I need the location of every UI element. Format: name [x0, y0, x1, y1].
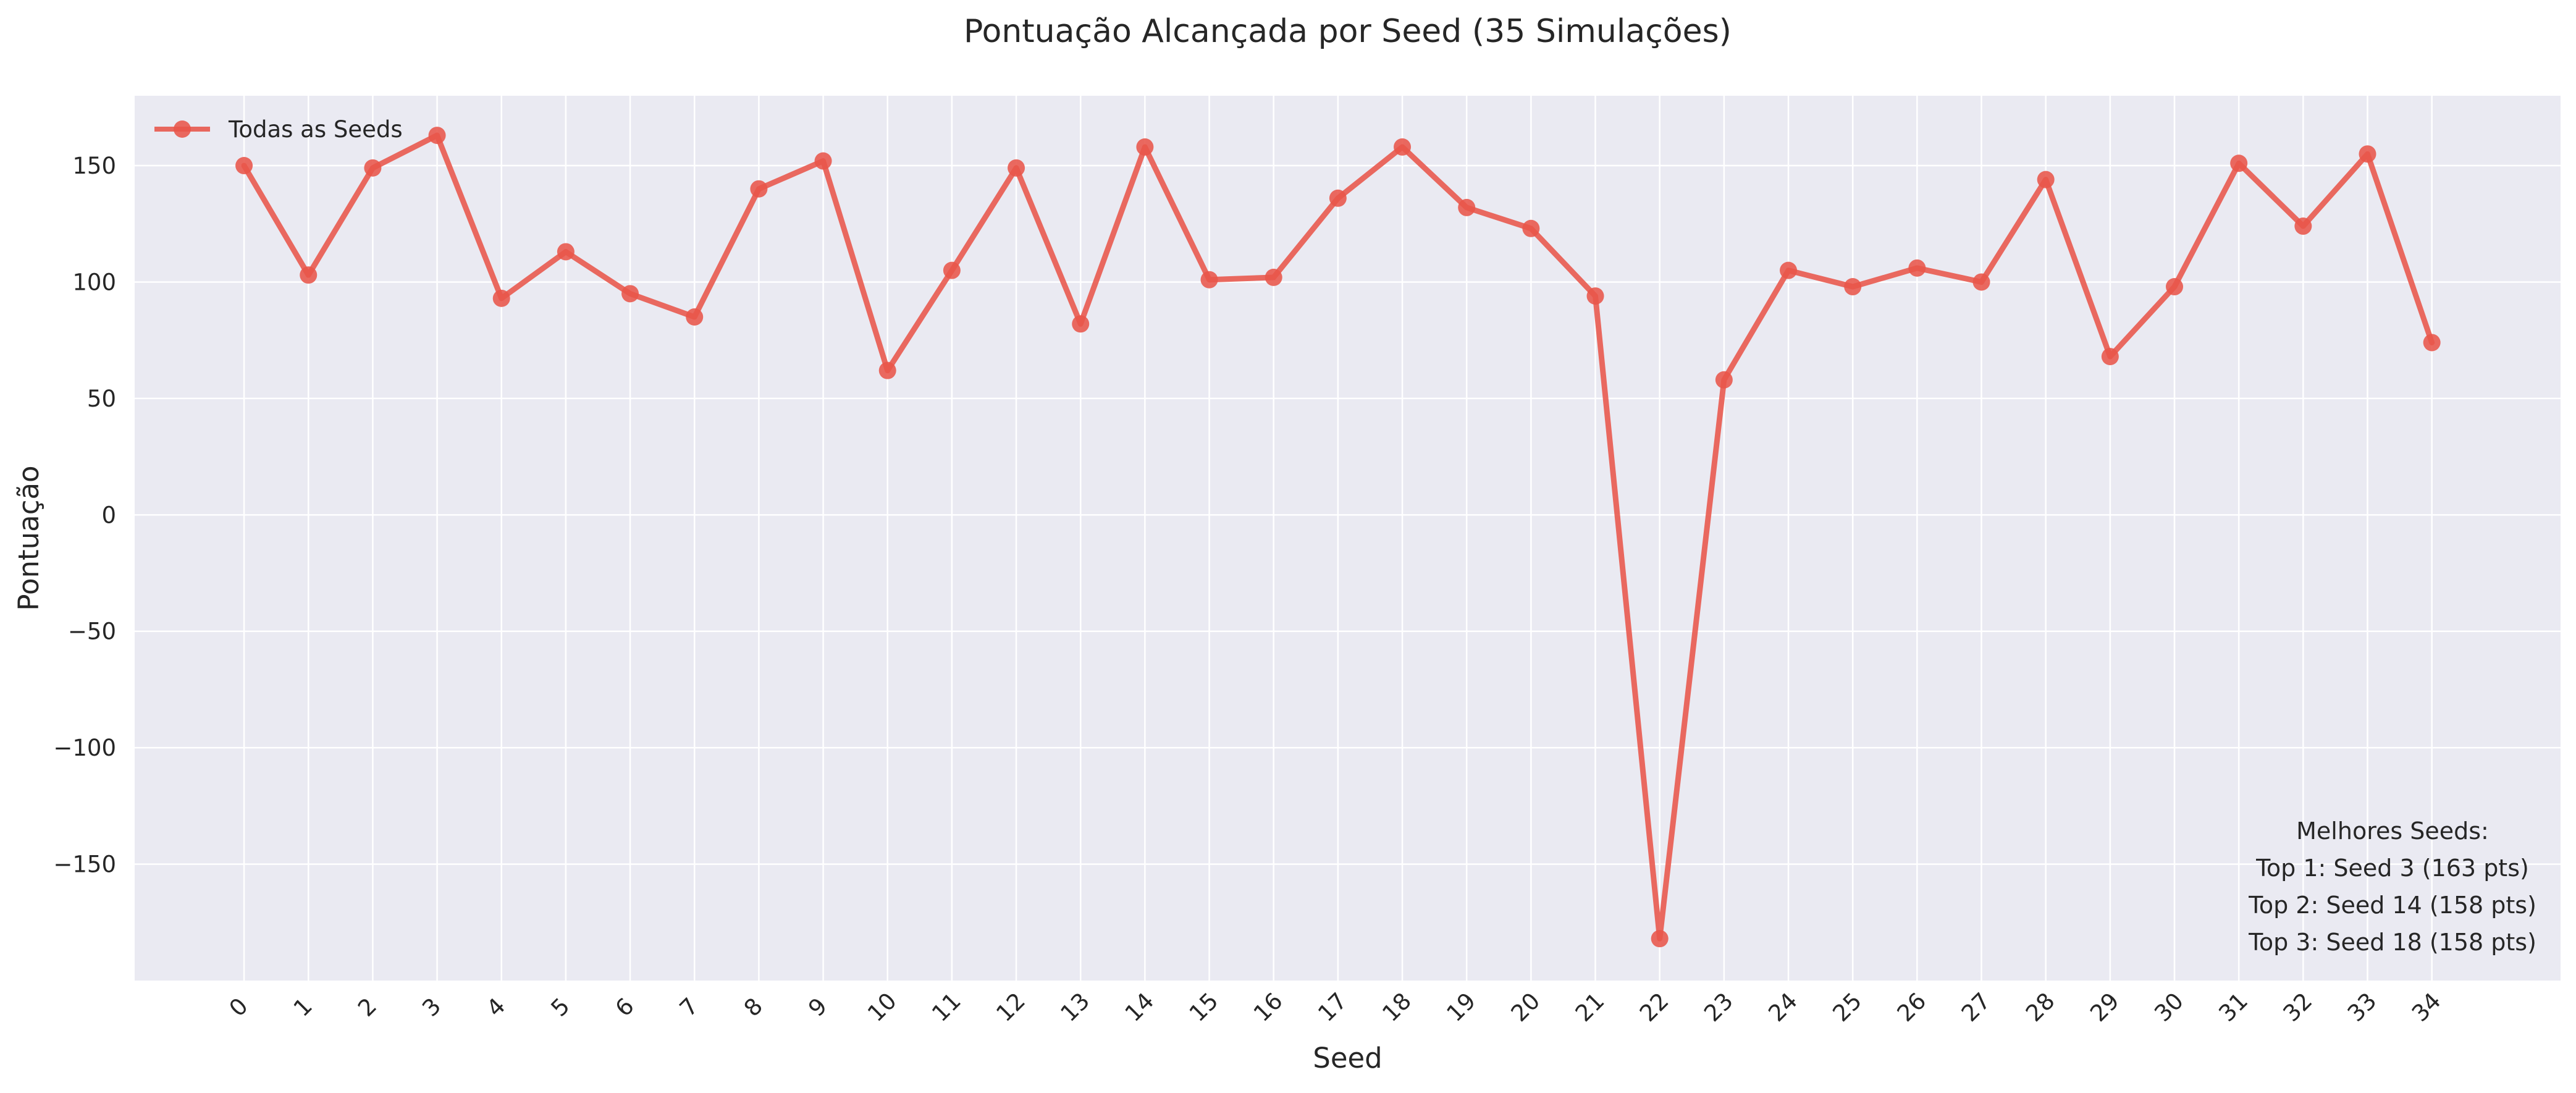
data-point	[1458, 198, 1476, 216]
data-point	[1394, 138, 1412, 156]
data-point	[1908, 259, 1926, 277]
data-point	[2294, 217, 2312, 235]
data-point	[1844, 278, 1862, 296]
data-point	[1200, 271, 1218, 289]
data-point	[2230, 154, 2248, 172]
data-point	[557, 243, 575, 261]
annotation-line-4: Top 3: Seed 18 (158 pts)	[2248, 929, 2536, 956]
data-point	[1586, 287, 1604, 305]
data-point	[1265, 268, 1282, 286]
best-seeds-annotation: Melhores Seeds: Top 1: Seed 3 (163 pts) …	[2248, 817, 2536, 956]
data-point	[878, 361, 896, 379]
data-point	[750, 180, 768, 198]
y-axis-label: Pontuação	[12, 465, 45, 610]
data-point	[1072, 315, 1090, 333]
x-axis-label: Seed	[1313, 1042, 1383, 1074]
data-point	[686, 308, 704, 326]
y-tick-label: 100	[72, 269, 116, 295]
y-axis-ticks: 150 100 50 0 −50 −100 −150	[53, 153, 116, 878]
data-point	[235, 157, 253, 175]
data-point	[1329, 189, 1347, 207]
plot-area	[135, 96, 2561, 981]
data-point	[1136, 138, 1154, 156]
data-point	[1780, 261, 1798, 279]
data-point	[492, 289, 510, 307]
annotation-line-1: Melhores Seeds:	[2296, 817, 2489, 845]
legend-point-marker	[174, 120, 191, 138]
data-point	[428, 127, 446, 145]
data-point	[1522, 219, 1540, 237]
data-point	[814, 152, 832, 170]
y-tick-label: −50	[68, 618, 116, 645]
y-tick-label: −100	[53, 735, 116, 761]
data-point	[1972, 273, 1990, 291]
legend-entry-label: Todas as Seeds	[228, 116, 403, 143]
data-point	[1008, 159, 1025, 177]
annotation-line-3: Top 2: Seed 14 (158 pts)	[2248, 892, 2536, 919]
grid-lines	[135, 96, 2561, 981]
data-point	[621, 285, 639, 303]
data-point	[943, 261, 961, 279]
y-tick-label: −150	[53, 851, 116, 878]
data-point	[2037, 171, 2055, 188]
data-point	[300, 266, 318, 284]
y-tick-label: 0	[101, 502, 116, 528]
data-point	[1651, 930, 1669, 948]
annotation-line-2: Top 1: Seed 3 (163 pts)	[2255, 855, 2529, 882]
y-tick-label: 150	[72, 153, 116, 179]
data-point	[2101, 348, 2119, 366]
data-point	[1715, 371, 1733, 389]
data-point	[2359, 145, 2376, 163]
data-point	[2166, 278, 2184, 296]
data-point	[2423, 334, 2441, 352]
y-tick-label: 50	[87, 386, 116, 412]
chart-title: Pontuação Alcançada por Seed (35 Simulaç…	[964, 13, 1732, 50]
data-point	[364, 159, 382, 177]
legend: Todas as Seeds	[154, 116, 403, 143]
series-group	[235, 127, 2441, 948]
